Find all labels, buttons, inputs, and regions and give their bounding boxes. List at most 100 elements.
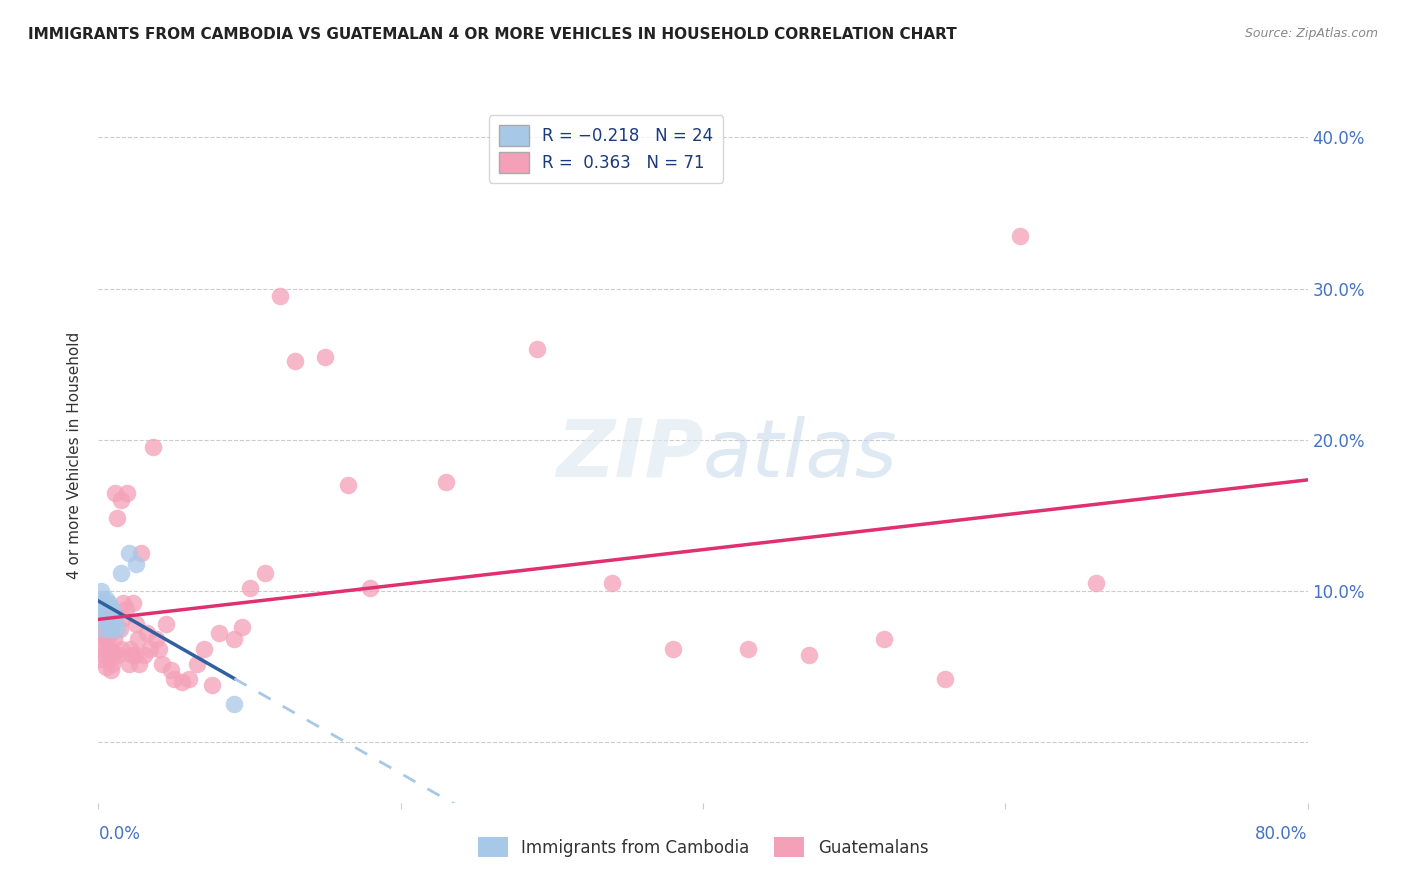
Point	[104, 485, 127, 500]
Point	[873, 632, 896, 647]
Point	[129, 546, 152, 560]
Point	[98, 607, 121, 621]
Point	[111, 596, 134, 610]
Point	[314, 350, 336, 364]
Point	[100, 663, 122, 677]
Point	[1085, 576, 1108, 591]
Point	[120, 641, 142, 656]
Point	[110, 493, 132, 508]
Point	[360, 581, 382, 595]
Point	[103, 648, 125, 662]
Point	[90, 584, 112, 599]
Point	[132, 648, 155, 662]
Point	[602, 576, 624, 591]
Point	[96, 632, 118, 647]
Point	[155, 617, 177, 632]
Point	[934, 672, 956, 686]
Point	[93, 648, 115, 662]
Point	[125, 557, 148, 571]
Point	[98, 617, 121, 632]
Point	[89, 599, 111, 614]
Point	[101, 602, 124, 616]
Point	[239, 581, 262, 595]
Text: atlas: atlas	[703, 416, 898, 494]
Y-axis label: 4 or more Vehicles in Household: 4 or more Vehicles in Household	[67, 331, 83, 579]
Point	[93, 622, 115, 636]
Point	[96, 617, 118, 632]
Point	[224, 698, 246, 712]
Text: ZIP: ZIP	[555, 416, 703, 494]
Point	[94, 641, 117, 656]
Point	[737, 641, 759, 656]
Point	[122, 596, 145, 610]
Point	[208, 626, 231, 640]
Point	[96, 611, 118, 625]
Point	[89, 652, 111, 666]
Point	[94, 659, 117, 673]
Point	[269, 289, 291, 303]
Point	[100, 622, 122, 636]
Point	[91, 596, 114, 610]
Point	[93, 602, 115, 616]
Point	[142, 441, 165, 455]
Text: IMMIGRANTS FROM CAMBODIA VS GUATEMALAN 4 OR MORE VEHICLES IN HOUSEHOLD CORRELATI: IMMIGRANTS FROM CAMBODIA VS GUATEMALAN 4…	[28, 27, 957, 42]
Point	[118, 546, 141, 560]
Point	[91, 637, 114, 651]
Point	[662, 641, 685, 656]
Point	[90, 629, 112, 643]
Point	[434, 475, 457, 490]
Legend: Immigrants from Cambodia, Guatemalans: Immigrants from Cambodia, Guatemalans	[471, 830, 935, 864]
Point	[105, 622, 128, 636]
Point	[128, 657, 150, 671]
Point	[98, 607, 121, 621]
Point	[148, 641, 170, 656]
Point	[231, 620, 253, 634]
Point	[90, 591, 112, 606]
Point	[98, 648, 121, 662]
Point	[336, 478, 359, 492]
Point	[170, 674, 193, 689]
Point	[105, 511, 128, 525]
Point	[91, 622, 114, 636]
Point	[110, 566, 132, 580]
Point	[160, 663, 183, 677]
Point	[94, 615, 117, 629]
Point	[125, 617, 148, 632]
Point	[114, 602, 136, 616]
Point	[110, 641, 132, 656]
Text: Source: ZipAtlas.com: Source: ZipAtlas.com	[1244, 27, 1378, 40]
Text: 0.0%: 0.0%	[98, 825, 141, 843]
Point	[98, 596, 121, 610]
Point	[1010, 228, 1032, 243]
Point	[124, 648, 146, 662]
Point	[91, 607, 114, 621]
Point	[150, 657, 173, 671]
Point	[193, 641, 215, 656]
Point	[284, 354, 307, 368]
Point	[139, 641, 162, 656]
Point	[100, 626, 122, 640]
Point	[101, 657, 124, 671]
Point	[100, 615, 122, 629]
Point	[135, 626, 157, 640]
Point	[179, 672, 201, 686]
Point	[797, 648, 820, 662]
Point	[111, 611, 134, 625]
Point	[101, 644, 124, 658]
Point	[103, 632, 125, 647]
Point	[107, 648, 129, 662]
Point	[145, 632, 167, 647]
Text: 80.0%: 80.0%	[1256, 825, 1308, 843]
Point	[115, 485, 138, 500]
Point	[118, 657, 141, 671]
Point	[253, 566, 276, 580]
Point	[127, 632, 149, 647]
Point	[526, 342, 548, 356]
Point	[96, 599, 118, 614]
Point	[201, 678, 224, 692]
Point	[186, 657, 208, 671]
Point	[103, 609, 125, 624]
Point	[224, 632, 246, 647]
Point	[94, 591, 117, 606]
Point	[108, 622, 131, 636]
